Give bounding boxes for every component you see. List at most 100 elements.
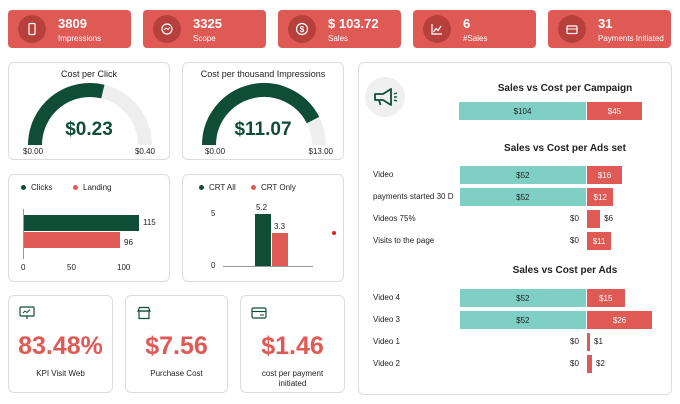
bar-value-landing: 96: [124, 238, 133, 247]
kpi-visit-web-card: 83.48% KPI Visit Web: [8, 295, 113, 393]
kpi-label: Sales: [328, 34, 349, 43]
crt-card: CRT All CRT Only 5 0 5.2 3.3: [182, 174, 344, 282]
cost-payment-label: cost per payment initiated: [261, 369, 324, 388]
tick-label: 5: [211, 209, 216, 218]
purchase-cost-card: $7.56 Purchase Cost: [125, 295, 228, 393]
kpi-value: 3325: [193, 16, 222, 31]
row-label: Video: [373, 170, 394, 179]
campaign-title: Sales vs Cost per Campaign: [497, 83, 633, 94]
indicator-dot: [332, 231, 336, 235]
purchase-cost-value: $7.56: [145, 332, 208, 360]
legend-crt-all: CRT All: [209, 183, 236, 192]
megaphone-icon: [365, 77, 405, 117]
bar-landing: [24, 232, 120, 248]
kpi-label: Scope: [193, 34, 216, 43]
sales-bar: $52: [459, 311, 586, 329]
cost-bar: $12: [587, 188, 614, 206]
cost-bar: $11: [587, 232, 612, 250]
cost-value: $1: [594, 337, 603, 346]
legend-swatch: [251, 185, 256, 190]
legend-landing: Landing: [83, 183, 112, 192]
cpm-gauge: [202, 83, 326, 146]
gauge-max: $0.40: [134, 147, 155, 156]
gauge-min: $0.00: [23, 147, 44, 156]
card-title: Cost per thousand Impressions: [200, 69, 326, 79]
store-icon: [136, 306, 152, 325]
kpi-visit-label: KPI Visit Web: [36, 369, 85, 378]
bar-crt-only: [272, 233, 288, 266]
tick-label: 50: [67, 263, 76, 272]
cost-bar: $15: [587, 289, 625, 307]
kpi-label: Impressions: [58, 34, 102, 43]
cost-bar: $45: [587, 102, 642, 120]
wallet-icon: [558, 15, 586, 43]
kpi-value: 31: [598, 16, 613, 31]
cpm-card: Cost per thousand Impressions $11.07 $0.…: [182, 62, 344, 160]
payment-card-icon: [251, 306, 267, 325]
adsset-title: Sales vs Cost per Ads set: [504, 143, 626, 154]
gauge-value: $0.23: [65, 119, 113, 140]
bar-clicks: [24, 215, 139, 231]
cost-bar: $26: [587, 311, 652, 329]
kpi-value: 3809: [58, 16, 87, 31]
cost-bar: [587, 210, 601, 228]
kpi-scope: 3325 Scope: [143, 10, 266, 48]
sales-bar: $52: [459, 166, 586, 184]
bar-value-crt-all: 5.2: [256, 203, 268, 212]
card-title: Cost per Click: [60, 69, 117, 79]
kpi-num-sales: 6 #Sales: [413, 10, 536, 48]
line-chart-icon: [423, 15, 451, 43]
cost-bar: [587, 355, 592, 373]
kpi-value: $ 103.72: [328, 16, 379, 31]
svg-text:$: $: [300, 25, 305, 34]
monitor-icon: [19, 306, 35, 325]
kpi-payments-initiated: 31 Payments Initiated: [548, 10, 671, 48]
chart-circle-icon: [153, 15, 181, 43]
phone-icon: [18, 15, 46, 43]
cost-bar: $16: [587, 166, 623, 184]
purchase-cost-label: Purchase Cost: [150, 369, 203, 378]
bar-crt-all: [255, 214, 271, 266]
cost-value: $6: [604, 214, 614, 223]
tick-label: 0: [21, 263, 26, 272]
gauge-max: $13.00: [308, 147, 333, 156]
legend-clicks: Clicks: [31, 183, 53, 192]
clicks-landing-card: Clicks Landing 115 96 0 50 100: [8, 174, 170, 282]
dollar-icon: $: [288, 15, 316, 43]
sales-value: $0: [570, 337, 579, 346]
kpi-visit-value: 83.48%: [18, 332, 103, 360]
legend-swatch: [73, 185, 78, 190]
legend-swatch: [21, 185, 26, 190]
sales-value: $0: [570, 214, 579, 223]
bar-value-crt-only: 3.3: [274, 222, 286, 231]
axis-line: [23, 209, 24, 259]
sales-value: $0: [570, 236, 579, 245]
bar-value-clicks: 115: [143, 218, 156, 227]
sales-bar: $52: [459, 188, 586, 206]
row-label: Visits to the page: [373, 236, 435, 245]
cost-value: $2: [596, 359, 605, 368]
row-label: Video 4: [373, 293, 400, 302]
kpi-value: 6: [463, 16, 471, 31]
tick-label: 100: [117, 263, 131, 272]
row-label: Video 2: [373, 359, 400, 368]
kpi-label: Payments Initiated: [598, 34, 664, 43]
axis-line: [223, 266, 313, 267]
ads-title: Sales vs Cost per Ads: [512, 265, 618, 276]
sales-value: $0: [570, 359, 579, 368]
row-label: Videos 75%: [373, 214, 416, 223]
gauge-min: $0.00: [205, 147, 226, 156]
cost-bar: [587, 333, 590, 351]
cost-per-click-card: Cost per Click $0.23 $0.00 $0.40: [8, 62, 170, 160]
kpi-label: #Sales: [463, 34, 488, 43]
row-label: Video 3: [373, 315, 400, 324]
cost-payment-card: $1.46 cost per payment initiated: [240, 295, 345, 393]
cpc-gauge: [28, 83, 152, 146]
cost-payment-value: $1.46: [261, 332, 324, 360]
sales-bar: $104: [459, 102, 586, 120]
legend-crt-only: CRT Only: [261, 183, 296, 192]
row-label: Video 1: [373, 337, 400, 346]
legend-swatch: [199, 185, 204, 190]
kpi-sales: $ $ 103.72 Sales: [278, 10, 401, 48]
tick-label: 0: [211, 261, 216, 270]
